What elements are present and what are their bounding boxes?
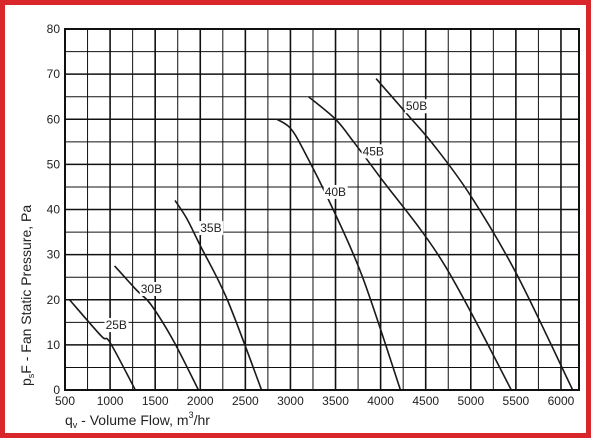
x-axis-label-sub: v <box>73 420 78 430</box>
x-tick-label: 4500 <box>412 394 439 408</box>
series-line-30B <box>114 265 200 391</box>
y-tick-label: 60 <box>47 112 61 126</box>
series-line-50B <box>375 78 574 391</box>
y-tick-label: 30 <box>47 248 61 262</box>
series-label-25B: 25B <box>106 318 127 332</box>
series-line-35B <box>174 200 263 391</box>
y-tick-label: 40 <box>47 203 61 217</box>
x-axis-label-text: - Volume Flow, m <box>77 412 188 428</box>
x-axis-label-symbol: q <box>65 412 73 428</box>
series-label-bg <box>404 99 429 114</box>
x-tick-label: 5500 <box>503 394 530 408</box>
series-label-bg <box>361 144 386 159</box>
x-tick-label: 1000 <box>97 394 124 408</box>
x-tick-label: 1500 <box>142 394 169 408</box>
y-tick-labels: 0 10 20 30 40 50 60 70 80 <box>47 22 61 397</box>
plot-border <box>64 28 580 391</box>
x-tick-label: 3500 <box>322 394 349 408</box>
x-tick-label: 3000 <box>277 394 304 408</box>
x-axis-label: qv - Volume Flow, m3/hr <box>65 410 210 430</box>
x-tick-label: 6000 <box>548 394 575 408</box>
x-tick-label: 5000 <box>457 394 484 408</box>
grid <box>65 29 579 390</box>
series-line-40B <box>276 118 402 391</box>
x-axis-label-tail: /hr <box>194 412 211 428</box>
series-label-40B: 40B <box>325 185 346 199</box>
series-label-bg <box>323 184 348 199</box>
fan-curve-chart: 500 1000 1500 2000 2500 3000 3500 4000 4500 5000 5… <box>18 22 580 430</box>
series-label-50B: 50B <box>406 99 427 113</box>
y-axis-label-sub: s <box>26 373 36 378</box>
y-axis-label-text: F - Fan Static Pressure, Pa <box>18 205 34 374</box>
series-label-bg <box>104 318 129 333</box>
series-label-bg <box>139 281 164 296</box>
y-tick-label: 50 <box>47 157 61 171</box>
series-label-30B: 30B <box>141 282 162 296</box>
y-axis-label: psF - Fan Static Pressure, Pa <box>18 205 36 386</box>
series-label-45B: 45B <box>363 144 384 158</box>
chart-frame: 500 1000 1500 2000 2500 3000 3500 4000 4500 5000 5… <box>5 5 586 433</box>
x-tick-label: 2500 <box>232 394 259 408</box>
x-tick-labels: 500 1000 1500 2000 2500 3000 3500 4000 4500 5000 5… <box>55 394 575 408</box>
series-label-35B: 35B <box>200 221 221 235</box>
y-tick-label: 20 <box>47 293 61 307</box>
x-tick-label: 500 <box>55 394 75 408</box>
series-line-25B <box>68 299 137 391</box>
y-tick-label: 70 <box>47 67 61 81</box>
series-curves <box>68 78 574 391</box>
x-tick-label: 2000 <box>187 394 214 408</box>
y-tick-label: 10 <box>47 338 61 352</box>
x-axis-label-sup: 3 <box>189 410 194 420</box>
y-axis-label-symbol: p <box>18 378 34 386</box>
series-line-45B <box>307 96 513 391</box>
y-tick-label: 0 <box>53 383 60 397</box>
y-tick-label: 80 <box>47 22 61 36</box>
series-label-bg <box>199 221 224 236</box>
series-labels: 25B 30B 35B 40B 45B 50B <box>104 99 429 333</box>
x-tick-label: 4000 <box>367 394 394 408</box>
